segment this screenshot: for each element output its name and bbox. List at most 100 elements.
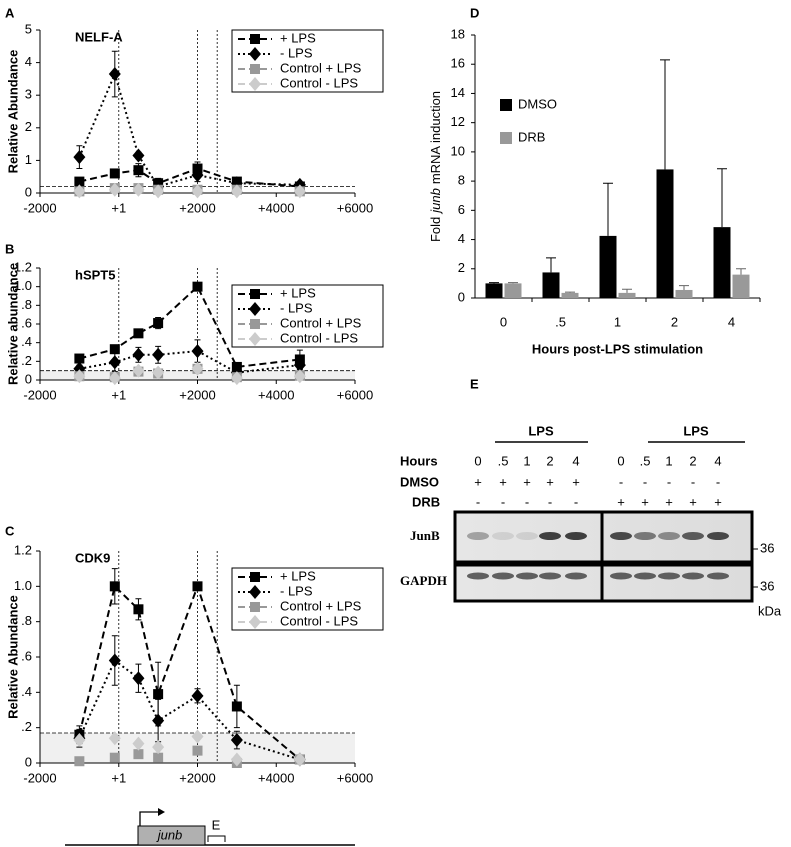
treatment-sign: - xyxy=(525,494,529,509)
error-bar xyxy=(508,282,518,284)
legend-label: + LPS xyxy=(280,285,316,300)
y-tick-label: 1.0 xyxy=(14,578,32,593)
y-tick-label: 10 xyxy=(451,143,465,158)
marker xyxy=(109,581,120,592)
panel-title: hSPT5 xyxy=(75,267,115,282)
marker xyxy=(152,713,165,728)
panel-letter: E xyxy=(470,376,479,391)
marker xyxy=(73,733,86,748)
legend-label: Control + LPS xyxy=(280,60,362,75)
marker xyxy=(133,165,144,176)
x-tick-label: +2000 xyxy=(179,770,216,785)
legend-label: DMSO xyxy=(518,96,557,111)
lps-label: LPS xyxy=(683,423,709,438)
legend-swatch xyxy=(500,99,512,111)
marker xyxy=(108,731,121,746)
blot-band xyxy=(492,572,514,580)
x-tick-label: -2000 xyxy=(23,387,56,402)
blot-band xyxy=(707,532,729,540)
error-bar xyxy=(489,282,499,284)
marker xyxy=(191,344,204,359)
marker xyxy=(133,749,144,760)
y-tick-label: 4 xyxy=(458,231,465,246)
blot-band xyxy=(467,572,489,580)
marker xyxy=(109,752,120,763)
legend-label: + LPS xyxy=(280,30,316,45)
blot-band xyxy=(467,532,489,540)
marker xyxy=(191,184,204,199)
y-tick-label: 3 xyxy=(25,87,32,102)
error-bar xyxy=(622,288,632,293)
treatment-sign: + xyxy=(665,494,673,509)
y-tick-label: 0 xyxy=(25,754,32,769)
blot-band xyxy=(610,572,632,580)
treatment-label: DRB xyxy=(412,494,440,509)
hours-value: 0 xyxy=(617,453,624,468)
marker xyxy=(249,47,261,61)
marker xyxy=(230,733,243,748)
y-axis-label: Relative Abundance xyxy=(5,595,20,719)
treatment-sign: - xyxy=(574,494,578,509)
region-bracket xyxy=(207,835,226,842)
blot-band xyxy=(492,532,514,540)
y-tick-label: 0 xyxy=(458,289,465,304)
marker xyxy=(249,332,261,346)
blot-band xyxy=(539,532,561,540)
blot-band xyxy=(707,572,729,580)
marker xyxy=(249,302,261,316)
marker xyxy=(74,176,85,187)
treatment-sign: + xyxy=(572,474,580,489)
marker xyxy=(132,182,145,197)
y-axis-label-part: Fold xyxy=(428,217,443,242)
marker xyxy=(192,281,203,292)
y-tick-label: 0 xyxy=(25,371,32,386)
y-tick-label: .4 xyxy=(21,334,32,349)
marker xyxy=(153,689,164,700)
error-bar xyxy=(603,182,613,236)
x-tick-label: +4000 xyxy=(258,770,295,785)
treatment-sign: + xyxy=(617,494,625,509)
x-tick-label: +1 xyxy=(111,387,126,402)
marker xyxy=(74,353,85,364)
marker xyxy=(192,745,203,756)
bar xyxy=(713,227,731,298)
x-tick-label: +4000 xyxy=(258,387,295,402)
y-tick-label: 14 xyxy=(451,85,465,100)
x-tick-label: +6000 xyxy=(337,200,374,215)
tss-arrowhead xyxy=(158,808,165,816)
marker xyxy=(153,752,164,763)
unit-label: kDa xyxy=(758,603,782,618)
panel-title: NELF-A xyxy=(75,29,123,44)
treatment-sign: - xyxy=(619,474,623,489)
gene-box xyxy=(137,825,206,846)
marker xyxy=(132,736,145,751)
legend-label: Control + LPS xyxy=(280,598,362,613)
y-axis-label: Fold junb mRNA induction xyxy=(428,91,443,242)
bar xyxy=(542,272,560,298)
marker xyxy=(191,729,204,744)
treatment-sign: + xyxy=(714,494,722,509)
y-tick-label: .6 xyxy=(21,648,32,663)
marker xyxy=(231,701,242,712)
band-label: JunB xyxy=(410,528,440,543)
marker xyxy=(191,168,204,183)
marker xyxy=(152,347,165,362)
legend-label: Control + LPS xyxy=(280,315,362,330)
marker xyxy=(250,64,260,74)
legend-swatch xyxy=(500,132,512,144)
error-bar xyxy=(717,168,727,228)
marker-label: 36 xyxy=(760,578,774,593)
x-tick-label: 2 xyxy=(671,314,678,329)
y-tick-label: 16 xyxy=(451,56,465,71)
blot-band xyxy=(682,572,704,580)
hours-value: 1 xyxy=(665,453,672,468)
treatment-sign: + xyxy=(546,474,554,489)
error-bar xyxy=(660,59,670,170)
treatment-sign: - xyxy=(716,474,720,489)
marker xyxy=(249,615,261,629)
y-tick-label: 5 xyxy=(25,21,32,36)
marker xyxy=(152,184,165,199)
marker xyxy=(230,752,243,767)
panel-letter: C xyxy=(5,523,15,538)
